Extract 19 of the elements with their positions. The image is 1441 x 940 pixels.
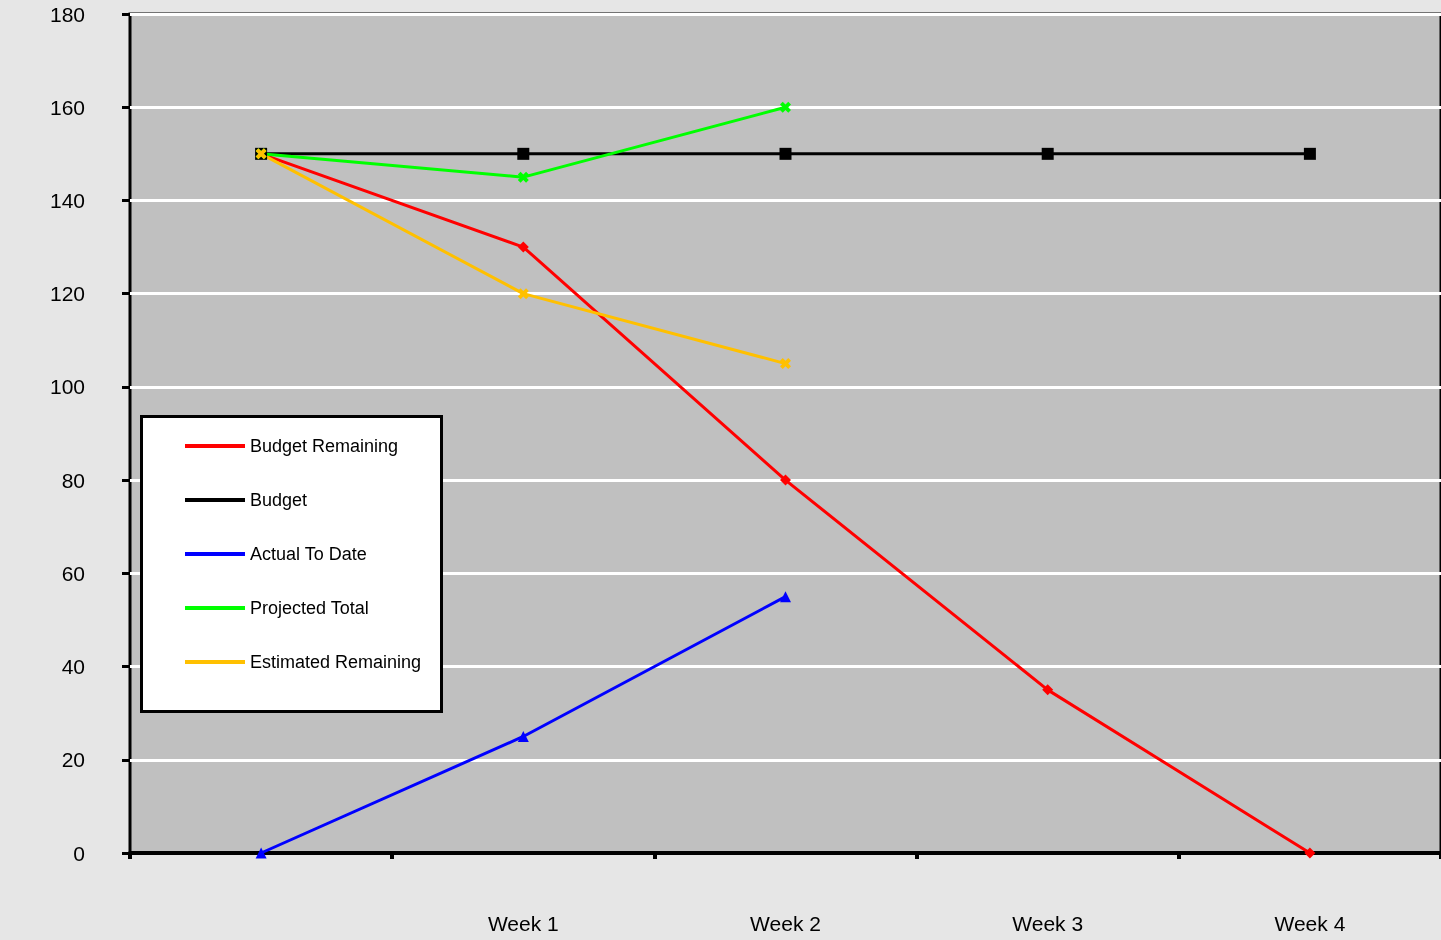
y-tick-label: 180 (49, 2, 85, 26)
x-tick-label: Week 3 (1012, 912, 1084, 935)
legend-label: Budget (250, 490, 308, 510)
legend-label: Budget Remaining (250, 436, 399, 456)
y-tick-label: 20 (61, 748, 85, 772)
x-tick-label: Week 2 (750, 912, 821, 935)
y-tick-label: 40 (61, 655, 85, 679)
y-tick-label: 0 (73, 841, 85, 865)
legend-label: Estimated Remaining (250, 652, 422, 672)
y-tick-label: 120 (49, 282, 85, 306)
legend-label: Actual To Date (250, 544, 367, 564)
x-tick-label: Week 4 (1274, 912, 1346, 935)
y-tick-label: 100 (49, 375, 85, 399)
y-tick-label: 80 (61, 468, 85, 492)
legend-label: Projected Total (250, 598, 369, 618)
x-tick-label: Week 1 (487, 912, 559, 935)
y-tick-label: 160 (49, 95, 85, 119)
y-tick-label: 60 (61, 561, 85, 585)
y-tick-label: 140 (49, 188, 85, 212)
